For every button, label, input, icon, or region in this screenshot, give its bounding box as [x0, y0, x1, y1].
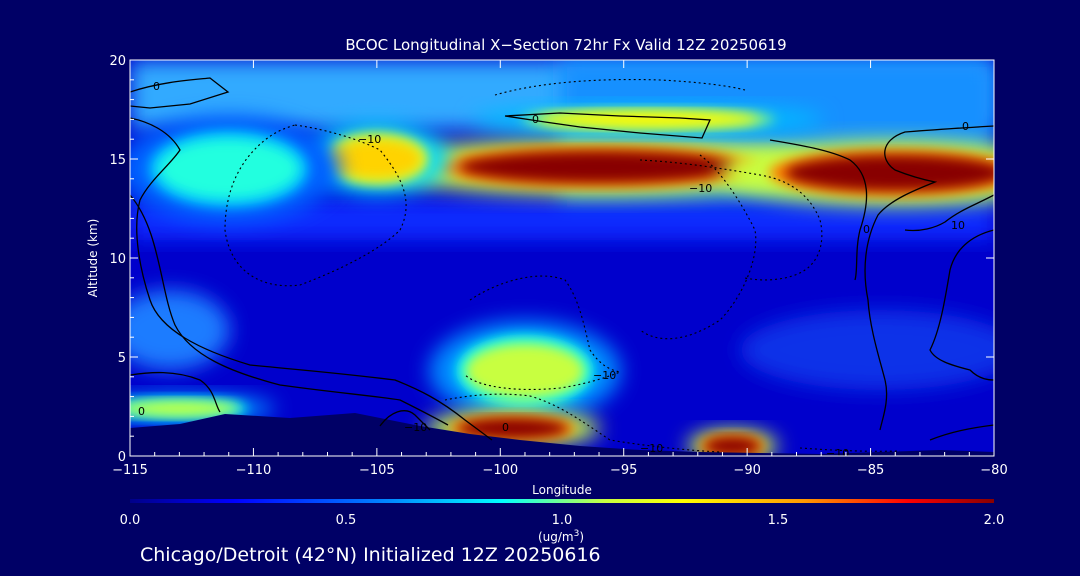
x-tick-label: −100 — [482, 463, 518, 478]
x-tick-label: −90 — [733, 463, 760, 478]
colorbar-ticks: 0.0 0.5 1.0 1.5 2.0 — [120, 513, 1005, 528]
colorbar-tick-label: 1.5 — [768, 513, 789, 528]
colorbar-tick-label: 1.0 — [552, 513, 573, 528]
terrain — [130, 413, 994, 456]
chart-title: BCOC Longitudinal X−Section 72hr Fx Vali… — [345, 36, 786, 54]
contour-labels: 0 0 0 0 0 0 −10 −10 −10 −10 −10 −10 10 — [138, 80, 969, 460]
field-core — [331, 139, 422, 179]
contour-label: −10 — [640, 442, 663, 455]
contour-label: 0 — [138, 405, 145, 418]
y-tick-label: 5 — [118, 351, 126, 366]
contour-label: −10 — [826, 447, 849, 460]
location-label: Chicago/Detroit (42°N) Initialized 12Z 2… — [140, 544, 601, 566]
contour-label: −10 — [593, 369, 616, 382]
x-tick-label: −95 — [610, 463, 637, 478]
contour-label: 0 — [502, 421, 509, 434]
contour-label: 0 — [962, 120, 969, 133]
colorbar-tick-label: 2.0 — [984, 513, 1005, 528]
contour-label: −10 — [358, 133, 381, 146]
contour-label: 10 — [951, 219, 965, 232]
colorbar — [130, 499, 994, 503]
field-core — [464, 342, 585, 399]
x-tick-label: −80 — [980, 463, 1007, 478]
contour-label: 0 — [153, 80, 160, 93]
y-axis-label: Altitude (km) — [86, 219, 100, 298]
x-tick-label: −110 — [236, 463, 272, 478]
x-tick-label: −115 — [112, 463, 148, 478]
y-tick-label: 15 — [109, 153, 126, 168]
west-band — [130, 290, 230, 370]
colorbar-tick-label: 0.0 — [120, 513, 141, 528]
contour-label: 0 — [532, 113, 539, 126]
x-tick-label: −85 — [857, 463, 884, 478]
x-axis: −115 −110 −105 −100 −95 −90 −85 −80 — [112, 60, 1008, 478]
field-core — [158, 138, 299, 199]
field-core — [785, 154, 994, 191]
field-core — [704, 437, 761, 456]
contour-label: −10 — [689, 182, 712, 195]
y-tick-label: 0 — [118, 450, 126, 465]
y-tick-label: 20 — [109, 54, 126, 69]
plot-area: 0 0 0 0 0 0 −10 −10 −10 −10 −10 −10 10 — [130, 60, 994, 460]
field-core — [538, 111, 759, 128]
y-axis: 0 5 10 15 20 — [109, 54, 994, 465]
field-core — [457, 418, 568, 439]
field-core — [130, 400, 240, 417]
contour-label: −10 — [404, 421, 427, 434]
contour-lines — [130, 77, 994, 453]
colorbar-units-sup: 3 — [574, 529, 580, 539]
y-tick-label: 10 — [109, 252, 126, 267]
contour-label: 0 — [863, 223, 870, 236]
x-tick-label: −105 — [359, 463, 395, 478]
colorbar-units-close: ) — [579, 530, 584, 544]
x-axis-label: Longitude — [532, 483, 592, 497]
field-core — [459, 150, 740, 183]
colorbar-units: (ug/m3) — [538, 529, 584, 544]
concentration-field — [130, 60, 994, 456]
colorbar-units-text: (ug/m — [538, 530, 574, 544]
colorbar-tick-label: 0.5 — [336, 513, 357, 528]
east-band — [740, 310, 994, 390]
